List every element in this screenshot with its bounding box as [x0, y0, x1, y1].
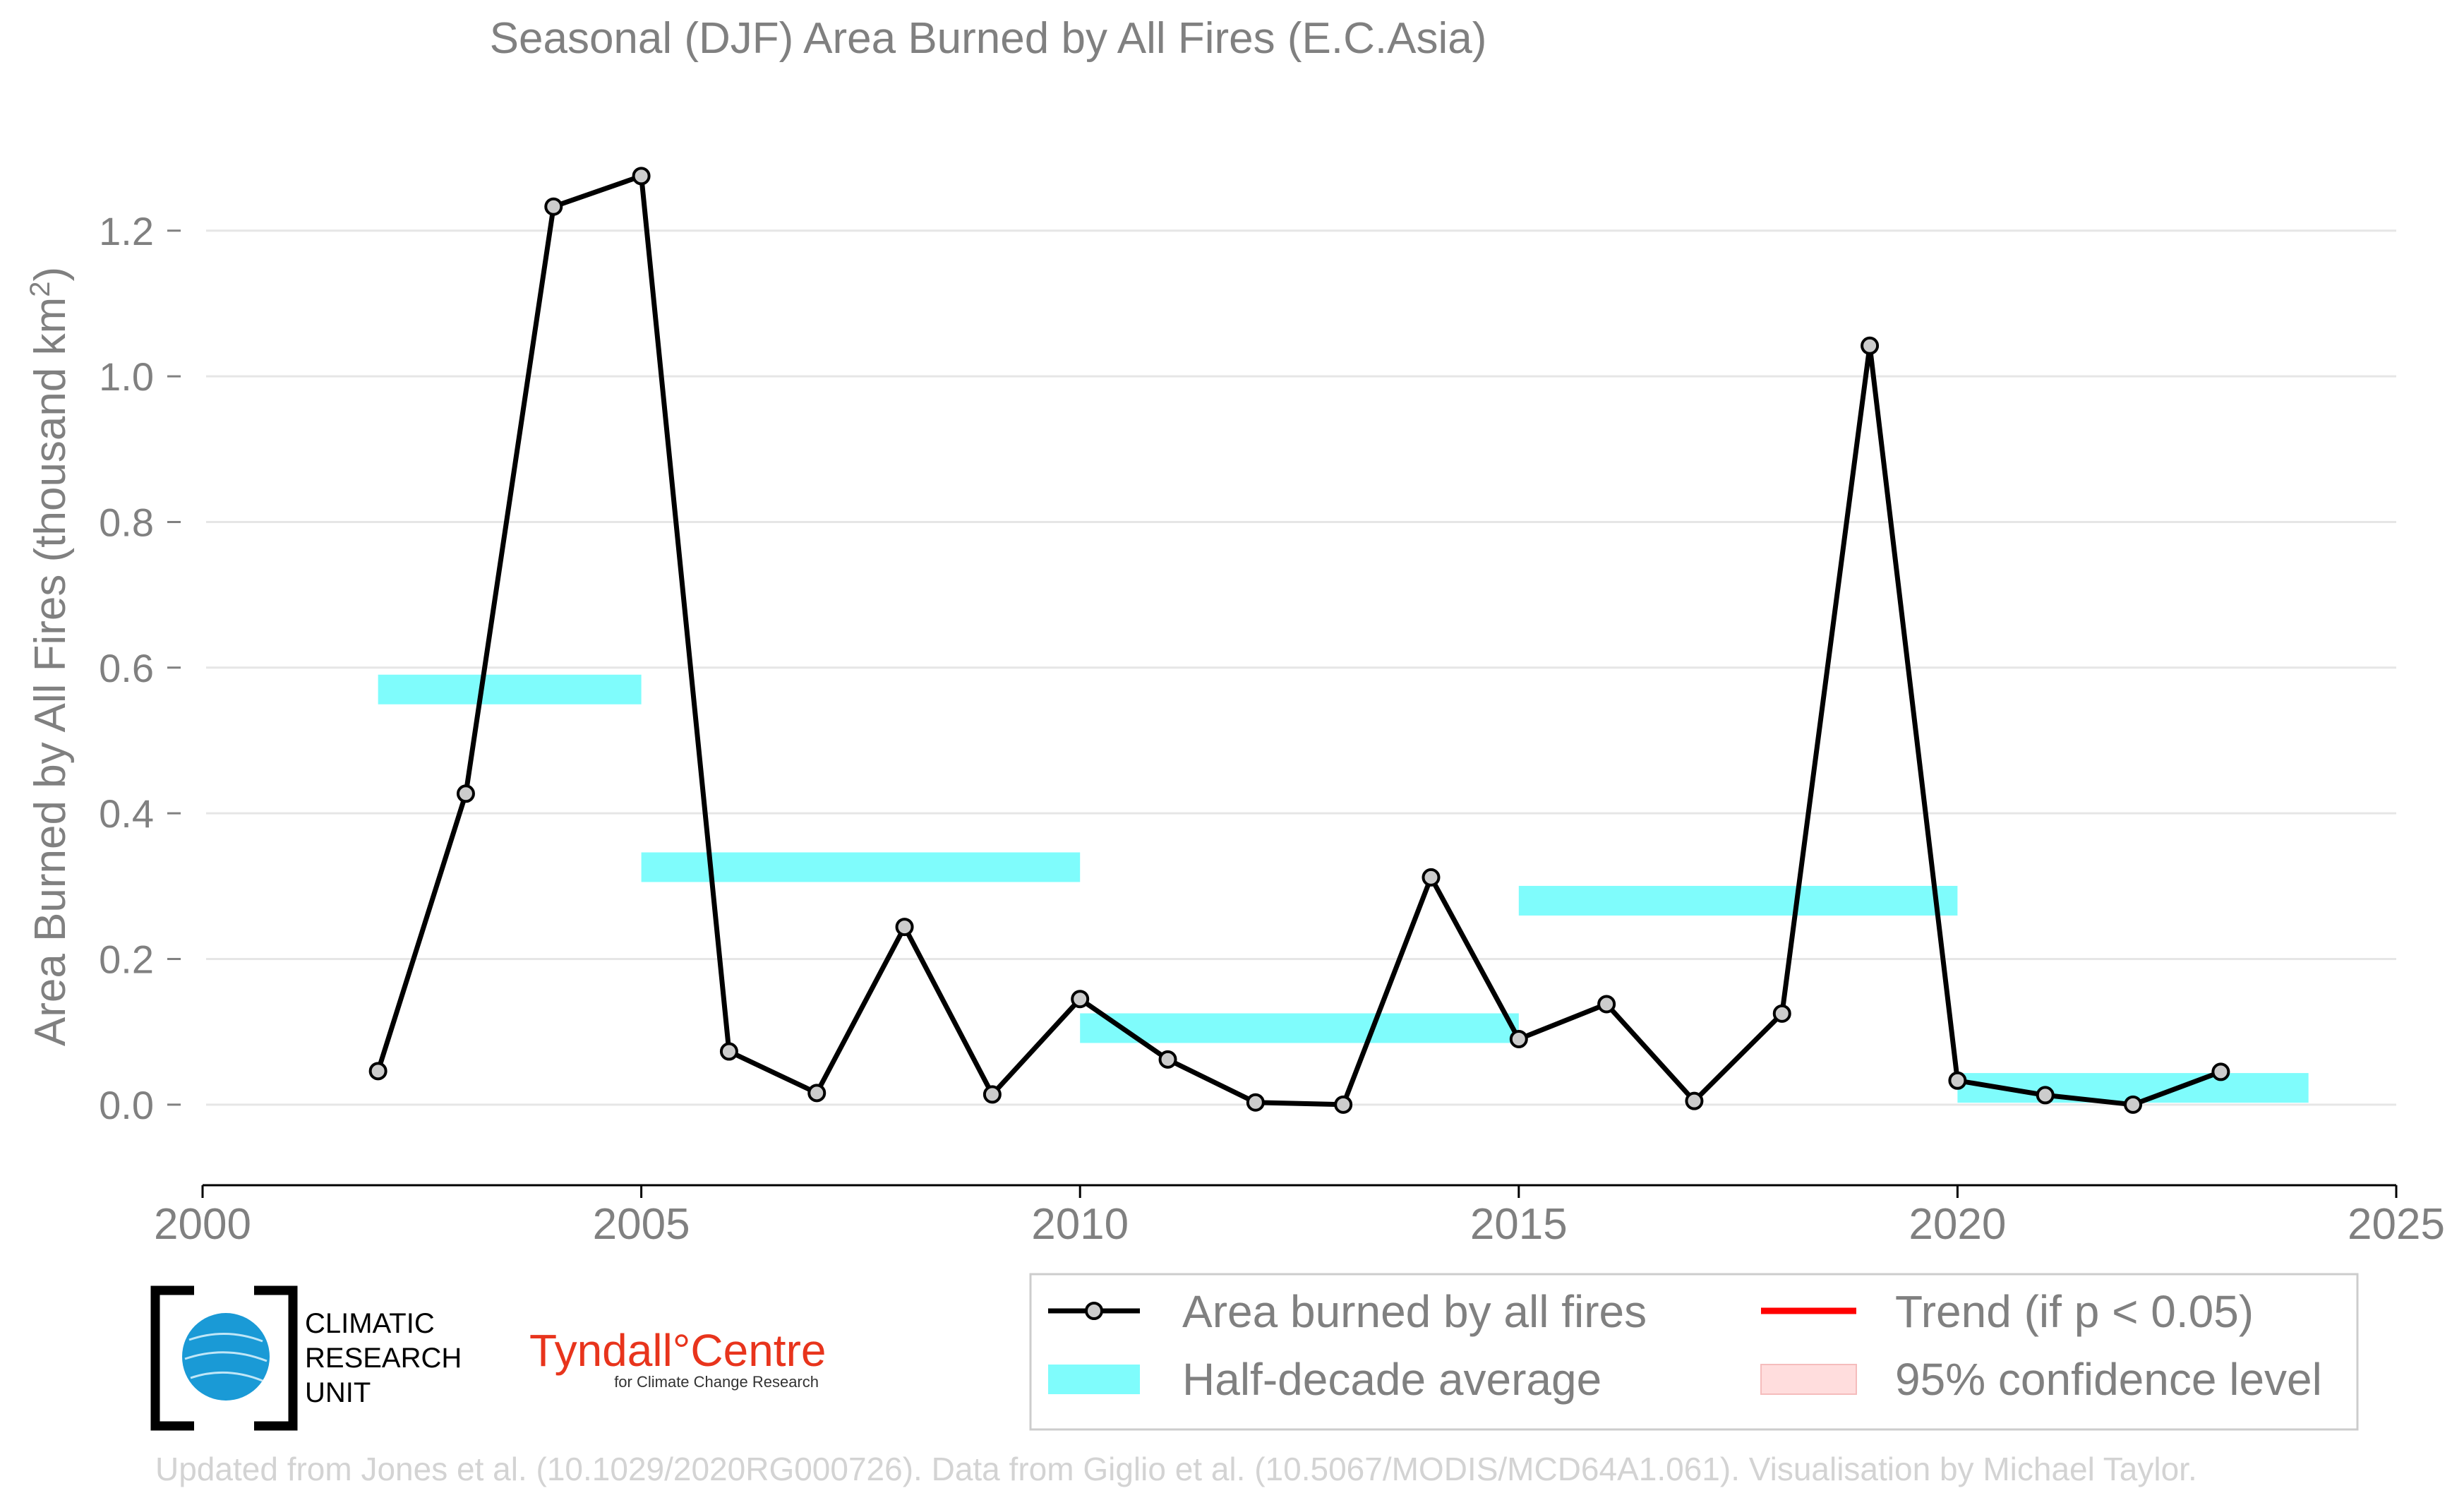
data-point	[982, 1085, 1002, 1104]
half-decade-bar	[1518, 885, 1958, 916]
data-point	[1772, 1004, 1791, 1023]
tyndall-logo-title: Tyndall°Centre	[529, 1325, 826, 1376]
chart-title: Seasonal (DJF) Area Burned by All Fires …	[490, 14, 1487, 63]
legend-item-confidence: 95% confidence level	[1760, 1354, 2322, 1405]
half-decade-average-bars	[378, 674, 2309, 1103]
data-point	[456, 784, 475, 803]
series-line	[375, 173, 2222, 1108]
y-tick-label: 0.2	[99, 937, 154, 981]
cru-logo-line-1: CLIMATIC	[305, 1308, 435, 1339]
x-tick-label: 2005	[593, 1200, 690, 1249]
gridlines	[206, 229, 2396, 1106]
data-point	[2036, 1086, 2055, 1105]
data-point	[1158, 1050, 1177, 1069]
y-axis-ticks: 0.0 0.2 0.4 0.6 0.8 1.0 1.2	[99, 209, 181, 1127]
data-point	[2211, 1062, 2230, 1081]
y-tick-label: 0.4	[99, 791, 154, 836]
legend-item-series: Area burned by all fires	[1048, 1286, 1647, 1337]
data-point	[1071, 990, 1090, 1009]
legend-label-trend: Trend (if p < 0.05)	[1895, 1286, 2254, 1337]
x-tick-label: 2015	[1470, 1200, 1568, 1249]
data-point	[807, 1084, 827, 1103]
data-point	[544, 197, 563, 216]
x-tick-label: 2025	[2348, 1200, 2445, 1249]
legend-label-confidence: 95% confidence level	[1895, 1354, 2322, 1405]
legend-label-half-decade: Half-decade average	[1182, 1354, 1601, 1405]
data-point	[632, 167, 651, 186]
data-point	[1422, 868, 1441, 887]
legend-box	[1029, 1273, 2359, 1431]
data-point	[1334, 1095, 1353, 1114]
tyndall-logo-subtitle: for Climate Change Research	[614, 1373, 819, 1391]
y-tick-label: 1.2	[99, 209, 154, 253]
y-axis-label: Area Burned by All Fires (thousand km2)	[25, 267, 75, 1046]
data-point	[1597, 995, 1616, 1014]
credit-text: Updated from Jones et al. (10.1029/2020R…	[155, 1451, 2197, 1487]
x-tick-label: 2010	[1031, 1200, 1129, 1249]
data-point	[895, 918, 914, 937]
data-point	[1685, 1091, 1704, 1110]
data-point	[2124, 1095, 2143, 1114]
y-tick-label: 1.0	[99, 354, 154, 399]
data-point	[1948, 1071, 1967, 1090]
half-decade-bar	[641, 852, 1081, 882]
y-tick-label: 0.6	[99, 646, 154, 690]
cru-logo-line-3: UNIT	[305, 1377, 371, 1408]
cru-logo: CLIMATIC RESEARCH UNIT	[150, 1285, 462, 1431]
x-axis: 2000 2005 2010 2015 2020 2025	[154, 1184, 2445, 1249]
legend-item-trend: Trend (if p < 0.05)	[1761, 1286, 2254, 1337]
y-tick-label: 0.8	[99, 500, 154, 544]
x-tick-label: 2000	[154, 1200, 251, 1249]
legend-label-series: Area burned by all fires	[1182, 1286, 1647, 1337]
data-point	[719, 1042, 738, 1061]
data-point	[1509, 1029, 1528, 1048]
legend-item-half-decade: Half-decade average	[1048, 1354, 1601, 1405]
cru-logo-line-2: RESEARCH	[305, 1343, 462, 1374]
data-point	[1246, 1093, 1265, 1112]
x-tick-label: 2020	[1909, 1200, 2006, 1249]
series-points	[368, 167, 2230, 1114]
data-point	[368, 1062, 387, 1081]
half-decade-bar	[378, 674, 642, 704]
y-tick-label: 0.0	[99, 1083, 154, 1127]
half-decade-bar	[1080, 1013, 1519, 1043]
data-point	[1861, 336, 1880, 355]
tyndall-logo: Tyndall°Centre for Climate Change Resear…	[529, 1325, 826, 1391]
